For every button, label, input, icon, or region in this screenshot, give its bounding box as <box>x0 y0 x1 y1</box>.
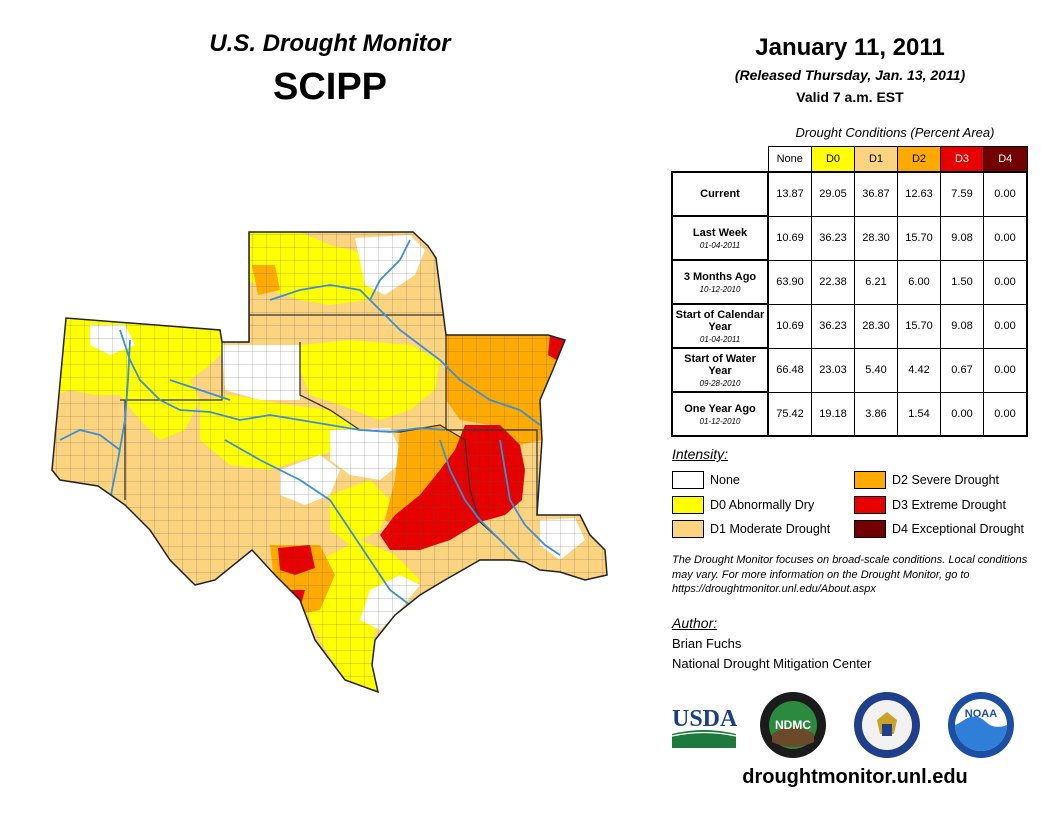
drought-conditions-table: None D0 D1 D2 D3 D4 Current 13.87 29.05 … <box>671 146 1028 437</box>
cell-d2: 15.70 <box>897 215 941 261</box>
cell-d1: 5.40 <box>854 347 898 393</box>
row-label: Current <box>671 171 769 217</box>
cell-d1: 3.86 <box>854 391 898 437</box>
legend-label: None <box>710 473 740 487</box>
cell-none: 63.90 <box>767 259 812 305</box>
author-organization: National Drought Mitigation Center <box>672 656 872 671</box>
table-row-one-year-ago: One Year Ago 01-12-2010 75.42 19.18 3.86 … <box>671 391 1028 437</box>
cell-d1: 36.87 <box>854 171 898 217</box>
col-header-d1: D1 <box>854 146 898 173</box>
region-title: SCIPP <box>272 66 388 108</box>
cell-d3: 0.00 <box>940 391 984 437</box>
cell-d0: 36.23 <box>811 215 855 261</box>
noaa-logo-text: NOAA <box>965 708 997 720</box>
cell-d3: 7.59 <box>940 171 984 217</box>
row-label: One Year Ago 01-12-2010 <box>671 391 769 437</box>
table-row-3-months-ago: 3 Months Ago 10-12-2010 63.90 22.38 6.21 … <box>671 259 1028 305</box>
cell-d1: 28.30 <box>854 215 898 261</box>
col-header-d2: D2 <box>897 146 941 173</box>
row-date: 01-04-2011 <box>699 240 741 250</box>
commerce-seal-icon <box>854 692 920 758</box>
cell-none: 66.48 <box>767 347 812 393</box>
cell-none: 13.87 <box>767 171 812 217</box>
table-row-current: Current 13.87 29.05 36.87 12.63 7.59 0.0… <box>671 171 1028 217</box>
cell-d2: 1.54 <box>897 391 941 437</box>
legend-swatch <box>854 496 886 514</box>
cell-d2: 12.63 <box>897 171 941 217</box>
ndmc-logo-text: NDMC <box>775 718 811 732</box>
county-grid <box>52 232 607 692</box>
legend-label: D3 Extreme Drought <box>892 498 1006 512</box>
cell-d4: 0.00 <box>983 303 1028 349</box>
cell-d2: 15.70 <box>897 303 941 349</box>
table-caption: Drought Conditions (Percent Area) <box>795 125 995 140</box>
author-name: Brian Fuchs <box>672 636 742 651</box>
cell-d3: 1.50 <box>940 259 984 305</box>
legend-swatch <box>672 471 704 489</box>
ndmc-logo-icon: NDMC <box>760 692 826 758</box>
row-label: Last Week 01-04-2011 <box>671 215 769 261</box>
cell-d4: 0.00 <box>983 215 1028 261</box>
cell-d3: 9.08 <box>940 215 984 261</box>
legend-label: D0 Abnormally Dry <box>710 498 815 512</box>
usda-logo-text: USDA <box>672 706 738 732</box>
map-title: U.S. Drought Monitor <box>209 30 451 57</box>
table-header-row: None D0 D1 D2 D3 D4 <box>672 146 1028 173</box>
website-url[interactable]: droughtmonitor.unl.edu <box>742 766 968 788</box>
cell-d2: 4.42 <box>897 347 941 393</box>
cell-d3: 0.67 <box>940 347 984 393</box>
legend-label: D2 Severe Drought <box>892 473 1000 487</box>
cell-d4: 0.00 <box>983 391 1028 437</box>
region-outline <box>51 231 608 694</box>
row-date: 09-28-2010 <box>699 378 741 388</box>
map-date: January 11, 2011 <box>755 34 945 61</box>
disclaimer-note: The Drought Monitor focuses on broad-sca… <box>672 554 1028 595</box>
legend-label: D1 Moderate Drought <box>710 522 831 536</box>
table-corner <box>672 147 768 173</box>
legend-label: D4 Exceptional Drought <box>892 522 1025 536</box>
drought-map <box>51 231 608 694</box>
cell-d4: 0.00 <box>983 347 1028 393</box>
legend-swatch <box>672 520 704 538</box>
release-date: (Released Thursday, Jan. 13, 2011) <box>734 67 966 83</box>
cell-d3: 9.08 <box>940 303 984 349</box>
col-header-d4: D4 <box>983 146 1028 173</box>
row-label: 3 Months Ago 10-12-2010 <box>671 259 769 305</box>
legend-swatch <box>672 496 704 514</box>
cell-d2: 6.00 <box>897 259 941 305</box>
table-row-last-week: Last Week 01-04-2011 10.69 36.23 28.30 15… <box>671 215 1028 261</box>
cell-d0: 19.18 <box>811 391 855 437</box>
cell-none: 10.69 <box>767 215 812 261</box>
legend-title: Intensity: <box>672 446 729 462</box>
cell-d4: 0.00 <box>983 171 1028 217</box>
author-heading: Author: <box>672 615 718 631</box>
col-header-none: None <box>767 146 812 173</box>
valid-time: Valid 7 a.m. EST <box>796 89 904 105</box>
cell-d0: 36.23 <box>811 303 855 349</box>
cell-d0: 23.03 <box>811 347 855 393</box>
table-row-start-water-year: Start of Water Year 09-28-2010 66.48 23.0… <box>671 347 1028 393</box>
cell-d4: 0.00 <box>983 259 1028 305</box>
legend-swatch <box>854 520 886 538</box>
cell-d0: 29.05 <box>811 171 855 217</box>
row-date: 10-12-2010 <box>699 284 741 294</box>
row-label: Start of Calendar Year 01-04-2011 <box>671 303 769 349</box>
cell-d1: 6.21 <box>854 259 898 305</box>
row-date: 01-04-2011 <box>699 334 741 344</box>
cell-none: 75.42 <box>767 391 812 437</box>
usda-logo-icon: USDA <box>671 706 738 748</box>
legend-swatch <box>854 471 886 489</box>
cell-d0: 22.38 <box>811 259 855 305</box>
row-label: Start of Water Year 09-28-2010 <box>671 347 769 393</box>
cell-none: 10.69 <box>767 303 812 349</box>
row-date: 01-12-2010 <box>699 416 741 426</box>
noaa-logo-icon: NOAA <box>948 692 1014 758</box>
col-header-d3: D3 <box>940 146 984 173</box>
table-row-start-calendar-year: Start of Calendar Year 01-04-2011 10.69 3… <box>671 303 1028 349</box>
cell-d1: 28.30 <box>854 303 898 349</box>
col-header-d0: D0 <box>811 146 855 173</box>
